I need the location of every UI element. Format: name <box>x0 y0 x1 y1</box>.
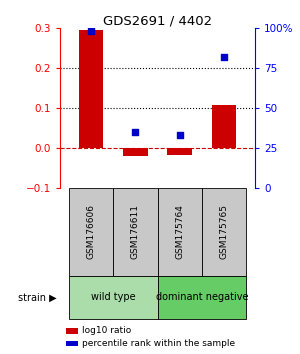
Bar <box>212 105 236 148</box>
Text: GSM175764: GSM175764 <box>175 204 184 259</box>
Text: GSM176606: GSM176606 <box>86 204 95 259</box>
Text: dominant negative: dominant negative <box>156 292 248 302</box>
Text: GSM175765: GSM175765 <box>220 204 229 259</box>
FancyBboxPatch shape <box>158 188 202 276</box>
Text: log10 ratio: log10 ratio <box>82 326 132 336</box>
Text: percentile rank within the sample: percentile rank within the sample <box>82 339 236 348</box>
Title: GDS2691 / 4402: GDS2691 / 4402 <box>103 14 212 27</box>
Bar <box>123 148 148 156</box>
Text: strain ▶: strain ▶ <box>18 292 57 302</box>
Point <box>133 129 138 135</box>
Bar <box>79 30 103 148</box>
Point <box>177 132 182 138</box>
FancyBboxPatch shape <box>69 276 158 319</box>
Text: GSM176611: GSM176611 <box>131 204 140 259</box>
Point <box>222 54 226 60</box>
FancyBboxPatch shape <box>113 188 158 276</box>
FancyBboxPatch shape <box>69 188 113 276</box>
Bar <box>167 148 192 155</box>
FancyBboxPatch shape <box>158 276 246 319</box>
FancyBboxPatch shape <box>202 188 246 276</box>
Text: wild type: wild type <box>91 292 136 302</box>
Point <box>88 28 93 34</box>
